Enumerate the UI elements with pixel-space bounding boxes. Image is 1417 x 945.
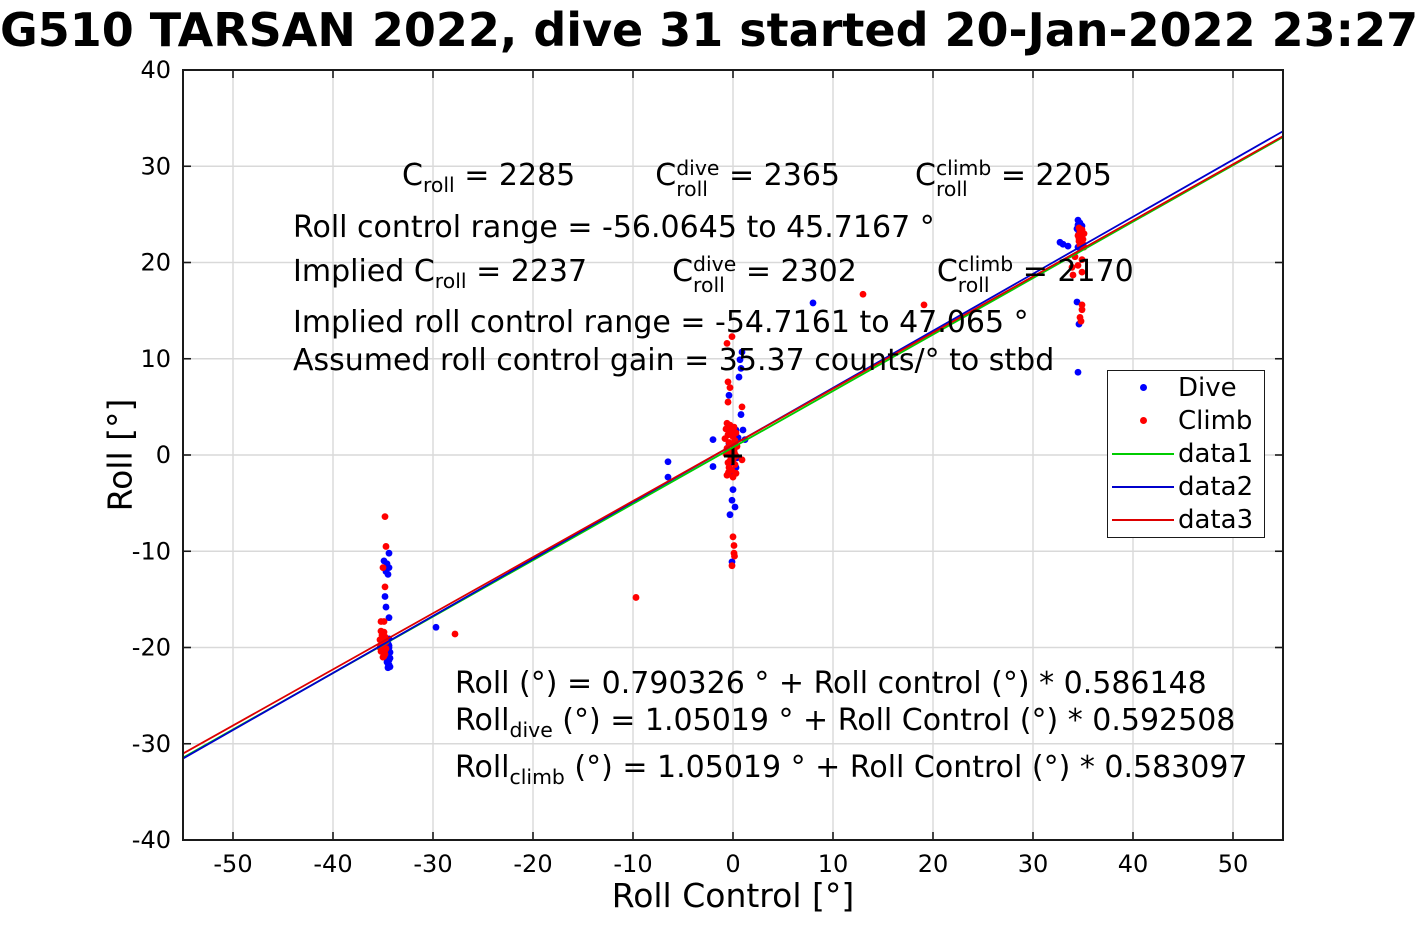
annotation-assumed-gain: Assumed roll control gain = 35.37 counts… [293,343,1055,378]
x-tick-label: -30 [413,850,452,878]
x-tick-label: -10 [613,850,652,878]
y-tick-label: 40 [140,56,171,84]
dive-marker-icon [1108,384,1178,392]
legend-item-data3: data3 [1108,504,1264,537]
annotation-implied-range: Implied roll control range = -54.7161 to… [293,305,1029,340]
annotation-roll-control-range: Roll control range = -56.0645 to 45.7167… [293,210,935,245]
legend-label: data2 [1178,472,1254,503]
y-axis-label: Roll [°] [100,398,140,512]
x-tick-label: 50 [1218,850,1249,878]
x-tick-label: 40 [1118,850,1149,878]
x-tick-label: -20 [513,850,552,878]
legend-item-data1: data1 [1108,437,1264,470]
x-tick-label: 0 [725,850,740,878]
x-tick-label: -40 [313,850,352,878]
y-tick-label: -30 [132,730,171,758]
annotation-fit-climb: Rollclimb (°) = 1.05019 ° + Roll Control… [455,750,1248,789]
legend-item-climb: Climb [1108,404,1264,437]
origin-plus-marker [724,446,742,465]
figure-title: G510 TARSAN 2022, dive 31 started 20-Jan… [0,3,1417,57]
legend-label: data3 [1178,505,1254,536]
y-tick-label: 0 [156,441,171,469]
annotation-fit-dive: Rolldive (°) = 1.05019 ° + Roll Control … [455,703,1236,742]
fit-line-data3 [182,135,1284,755]
data3-line-icon [1108,519,1178,522]
legend: Dive Climb data1 data2 data3 [1107,370,1265,538]
y-tick-label: -20 [132,634,171,662]
legend-label: Climb [1178,405,1253,436]
climb-marker-icon [1108,417,1178,425]
legend-label: Dive [1178,372,1237,403]
y-tick-label: 20 [140,249,171,277]
annotation-fit-all: Roll (°) = 0.790326 ° + Roll control (°)… [455,666,1207,701]
data2-line-icon [1108,486,1178,489]
data1-line-icon [1108,452,1178,455]
legend-label: data1 [1178,438,1254,469]
axis-ticks: -50 -40 -30 -20 -10 0 10 20 30 40 50 -40 -30 -20 -10 0 1… [132,56,1283,878]
y-tick-label: 30 [140,152,171,180]
x-tick-label: 20 [918,850,949,878]
legend-item-dive: Dive [1108,371,1264,404]
y-tick-label: 10 [140,345,171,373]
x-tick-label: 10 [818,850,849,878]
y-tick-label: -10 [132,537,171,565]
x-tick-label: 30 [1018,850,1049,878]
x-tick-label: -50 [213,850,252,878]
legend-item-data2: data2 [1108,471,1264,504]
y-tick-label: -40 [132,826,171,854]
x-axis-label: Roll Control [°] [611,876,855,915]
